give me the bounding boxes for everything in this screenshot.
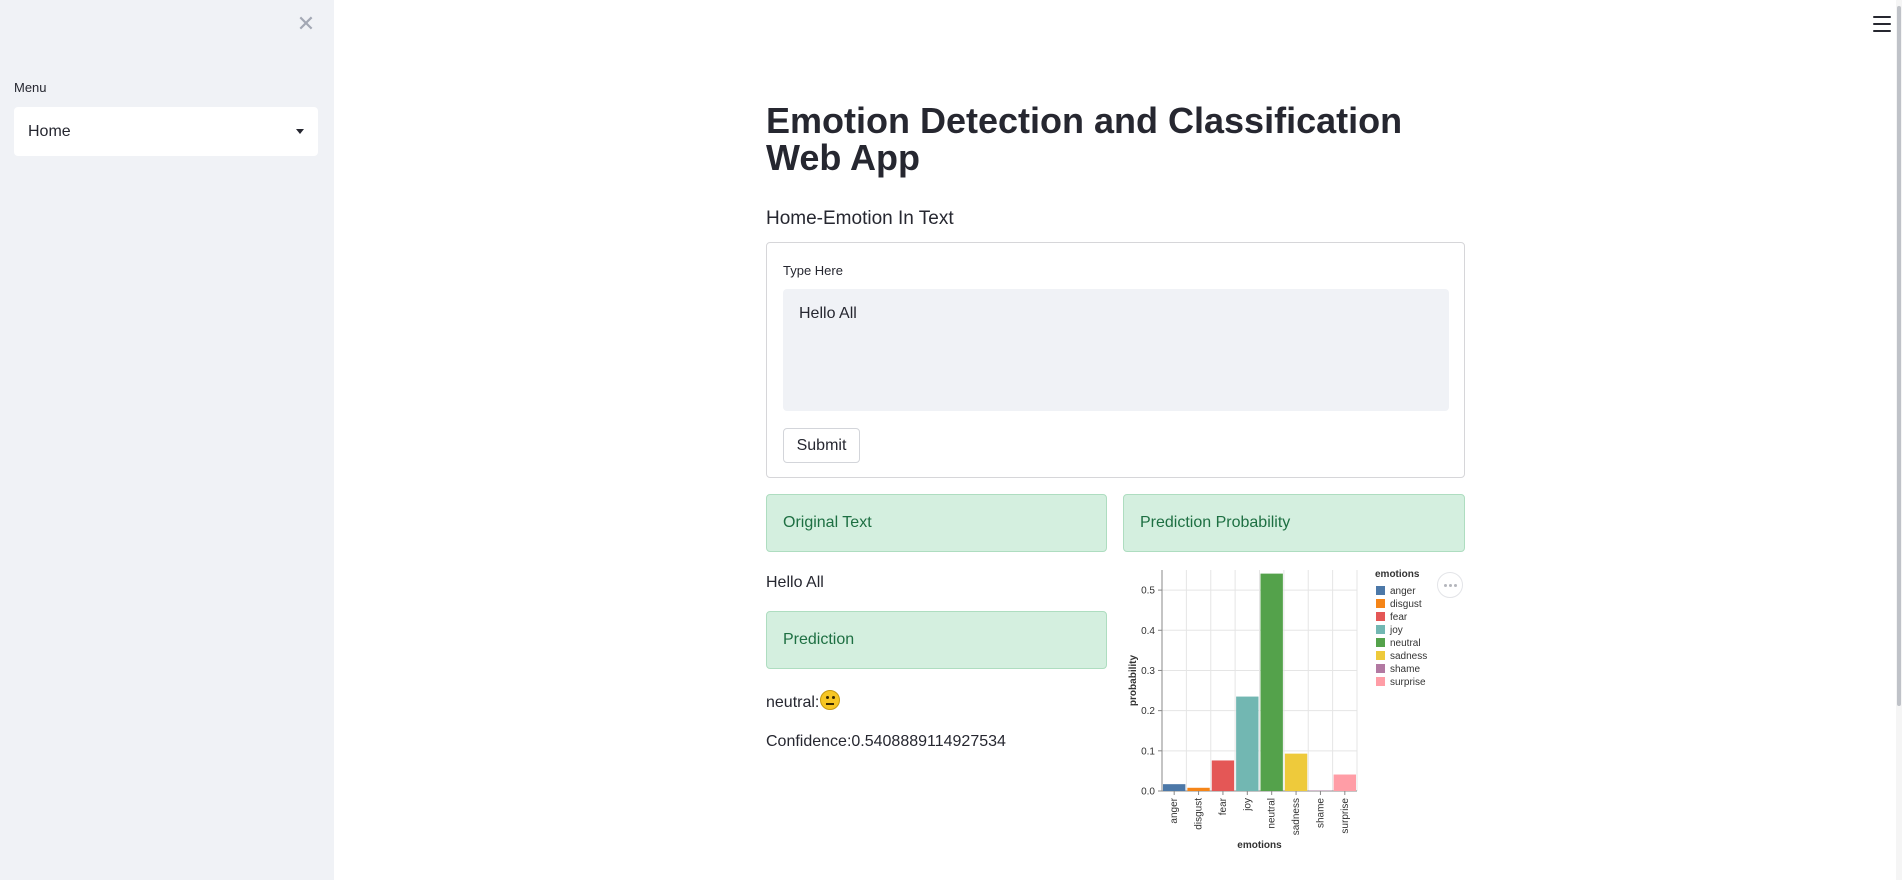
sidebar: ✕ Menu Home [0,0,334,880]
bar-anger [1163,784,1186,791]
original-text-header-label: Original Text [783,514,872,531]
bar-surprise [1333,774,1356,791]
y-tick-label: 0.4 [1141,626,1155,637]
bar-sadness [1284,753,1308,791]
legend-label-sadness: sadness [1390,651,1427,662]
legend-label-disgust: disgust [1390,599,1422,610]
prediction-probability-header-label: Prediction Probability [1140,514,1291,531]
y-tick-label: 0.1 [1141,746,1155,757]
legend-swatch-surprise [1376,677,1385,686]
y-tick-label: 0.0 [1141,787,1155,798]
submit-button[interactable]: Submit [783,428,860,463]
legend-swatch-disgust [1376,599,1385,608]
probability-chart-svg: 0.0 0.1 0.2 0.3 0.4 0.5 anger disgust fear joy neu… [1128,569,1427,851]
prediction-header-label: Prediction [783,631,855,648]
prediction-value: neutral: [766,690,841,712]
legend-label-neutral: neutral [1390,638,1421,649]
original-text-header: Original Text [766,494,1107,552]
x-tick-label: surprise [1340,798,1351,834]
legend-title: emotions [1375,569,1420,580]
prediction-label: neutral: [766,694,820,711]
legend-label-fear: fear [1390,612,1408,623]
chevron-down-icon [296,129,304,134]
chart-more-options-icon[interactable] [1437,572,1463,598]
x-tick-label: sadness [1291,798,1302,835]
close-icon[interactable]: ✕ [296,11,316,36]
page-subtitle: Home-Emotion In Text [766,208,954,229]
y-axis-title: probability [1128,655,1139,707]
legend-swatch-neutral [1376,638,1385,647]
y-tick-label: 0.5 [1141,586,1155,597]
x-tick-label: anger [1169,797,1180,823]
menu-select[interactable]: Home [14,107,318,156]
y-tick-label: 0.3 [1141,666,1155,677]
text-input[interactable]: Hello All [783,289,1449,411]
menu-label: Menu [14,80,47,95]
legend-swatch-shame [1376,664,1385,673]
legend-label-shame: shame [1390,664,1420,675]
bar-joy [1236,696,1259,791]
bar-fear [1211,760,1235,791]
legend-label-joy: joy [1389,625,1403,636]
emotion-form: Type Here Hello All Submit [766,242,1465,478]
page-title: Emotion Detection and Classification Web… [766,100,1403,178]
bar-disgust [1187,787,1210,791]
hamburger-menu-icon[interactable] [1873,16,1891,32]
x-tick-label: joy [1242,798,1253,812]
scrollbar-thumb[interactable] [1897,6,1901,706]
x-tick-label: fear [1218,797,1229,815]
prediction-header: Prediction [766,611,1107,669]
neutral-face-emoji-icon [820,690,841,710]
bar-neutral [1260,573,1283,791]
original-text-value: Hello All [766,574,824,591]
prediction-probability-header: Prediction Probability [1123,494,1465,552]
legend-swatch-fear [1376,612,1385,621]
probability-chart: 0.0 0.1 0.2 0.3 0.4 0.5 anger disgust fear joy neu… [1124,563,1470,855]
x-tick-label: disgust [1194,798,1205,830]
legend-label-surprise: surprise [1390,677,1426,688]
x-axis-title: emotions [1237,840,1282,851]
legend-swatch-sadness [1376,651,1385,660]
x-tick-label: neutral [1267,798,1278,829]
confidence-text: Confidence:0.5408889114927534 [766,733,1006,750]
legend-label-anger: anger [1390,586,1416,597]
legend-swatch-anger [1376,586,1385,595]
y-tick-label: 0.2 [1141,706,1155,717]
legend-swatch-joy [1376,625,1385,634]
text-input-label: Type Here [783,263,843,278]
menu-select-value: Home [28,122,71,140]
x-tick-label: shame [1315,798,1326,828]
